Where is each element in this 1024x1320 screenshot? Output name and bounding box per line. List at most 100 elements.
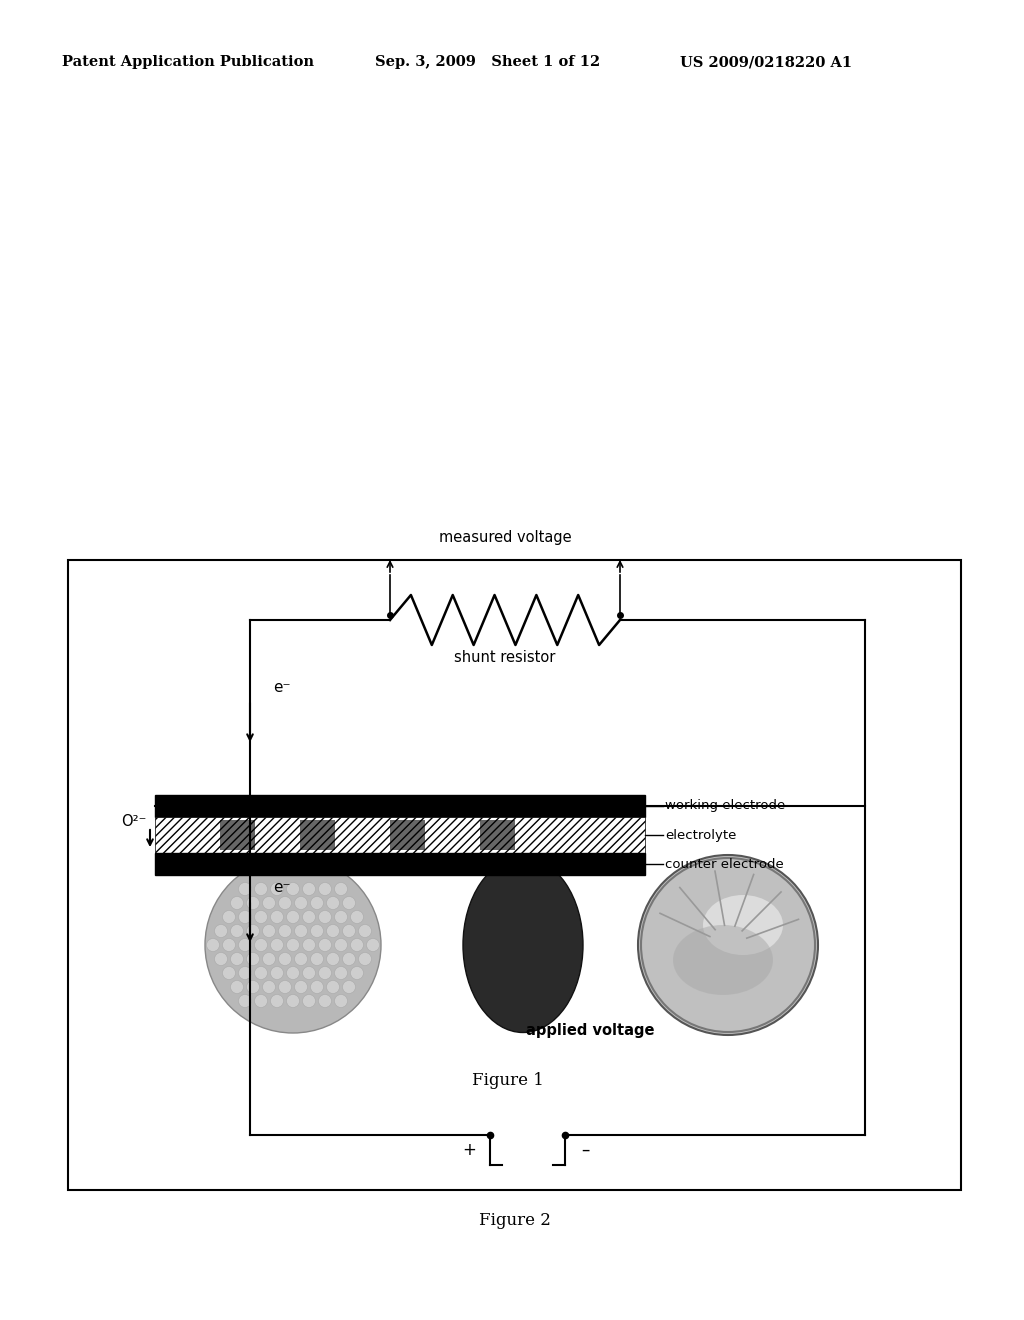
Circle shape	[230, 981, 244, 994]
Ellipse shape	[463, 858, 583, 1032]
Circle shape	[295, 953, 307, 965]
Bar	[155, 817, 645, 853]
Circle shape	[230, 924, 244, 937]
Circle shape	[327, 896, 340, 909]
Circle shape	[255, 966, 267, 979]
Ellipse shape	[703, 895, 783, 954]
Circle shape	[270, 939, 284, 952]
Text: Figure 1: Figure 1	[472, 1072, 544, 1089]
Circle shape	[335, 966, 347, 979]
Circle shape	[358, 953, 372, 965]
Circle shape	[262, 981, 275, 994]
Circle shape	[287, 911, 299, 924]
Bar	[155, 795, 645, 817]
Circle shape	[350, 966, 364, 979]
Circle shape	[310, 953, 324, 965]
Circle shape	[318, 966, 332, 979]
Text: e⁻: e⁻	[273, 880, 291, 895]
Circle shape	[335, 939, 347, 952]
Ellipse shape	[205, 857, 381, 1034]
Bar	[68, 560, 961, 1191]
Text: +: +	[462, 1140, 476, 1159]
Circle shape	[255, 883, 267, 895]
Bar	[220, 820, 255, 850]
Circle shape	[295, 924, 307, 937]
Circle shape	[310, 924, 324, 937]
Circle shape	[279, 981, 292, 994]
Circle shape	[318, 994, 332, 1007]
Circle shape	[214, 924, 227, 937]
Circle shape	[255, 994, 267, 1007]
Circle shape	[358, 924, 372, 937]
Circle shape	[287, 994, 299, 1007]
Circle shape	[295, 896, 307, 909]
Circle shape	[239, 994, 252, 1007]
Circle shape	[335, 994, 347, 1007]
Text: b: b	[428, 858, 439, 876]
Circle shape	[342, 924, 355, 937]
Circle shape	[255, 939, 267, 952]
Circle shape	[247, 981, 259, 994]
Circle shape	[247, 924, 259, 937]
Circle shape	[230, 896, 244, 909]
Circle shape	[302, 966, 315, 979]
Circle shape	[350, 911, 364, 924]
Ellipse shape	[673, 925, 773, 995]
Circle shape	[279, 953, 292, 965]
Circle shape	[287, 966, 299, 979]
Circle shape	[287, 883, 299, 895]
Circle shape	[239, 911, 252, 924]
Circle shape	[239, 883, 252, 895]
Circle shape	[302, 994, 315, 1007]
Circle shape	[222, 911, 236, 924]
Circle shape	[262, 924, 275, 937]
Circle shape	[302, 883, 315, 895]
Circle shape	[239, 939, 252, 952]
Text: Sep. 3, 2009   Sheet 1 of 12: Sep. 3, 2009 Sheet 1 of 12	[375, 55, 600, 69]
Circle shape	[318, 911, 332, 924]
Text: shunt resistor: shunt resistor	[455, 649, 556, 665]
Circle shape	[270, 966, 284, 979]
Circle shape	[214, 953, 227, 965]
Text: a: a	[211, 858, 222, 876]
Circle shape	[255, 911, 267, 924]
Circle shape	[350, 939, 364, 952]
Text: electrolyte: electrolyte	[665, 829, 736, 842]
Circle shape	[247, 896, 259, 909]
Bar	[155, 853, 645, 875]
Circle shape	[279, 896, 292, 909]
Circle shape	[327, 924, 340, 937]
Circle shape	[335, 911, 347, 924]
Text: e⁻: e⁻	[273, 681, 291, 696]
Text: US 2009/0218220 A1: US 2009/0218220 A1	[680, 55, 852, 69]
Text: Figure 2: Figure 2	[478, 1212, 551, 1229]
Circle shape	[239, 966, 252, 979]
Circle shape	[222, 939, 236, 952]
Circle shape	[230, 953, 244, 965]
Circle shape	[207, 939, 219, 952]
Circle shape	[327, 953, 340, 965]
Circle shape	[270, 883, 284, 895]
Circle shape	[367, 939, 380, 952]
Circle shape	[342, 896, 355, 909]
Text: working electrode: working electrode	[665, 800, 785, 813]
Circle shape	[335, 883, 347, 895]
Bar	[183, 840, 833, 1049]
Circle shape	[222, 966, 236, 979]
Circle shape	[287, 939, 299, 952]
Circle shape	[279, 924, 292, 937]
Text: measured voltage: measured voltage	[438, 531, 571, 545]
Circle shape	[262, 953, 275, 965]
Bar	[300, 820, 335, 850]
Circle shape	[270, 911, 284, 924]
Circle shape	[318, 883, 332, 895]
Ellipse shape	[638, 855, 818, 1035]
Bar	[390, 820, 425, 850]
Bar	[480, 820, 515, 850]
Text: counter electrode: counter electrode	[665, 858, 783, 870]
Text: Patent Application Publication: Patent Application Publication	[62, 55, 314, 69]
Circle shape	[318, 939, 332, 952]
Circle shape	[302, 911, 315, 924]
Circle shape	[310, 981, 324, 994]
Text: applied voltage: applied voltage	[525, 1023, 654, 1038]
